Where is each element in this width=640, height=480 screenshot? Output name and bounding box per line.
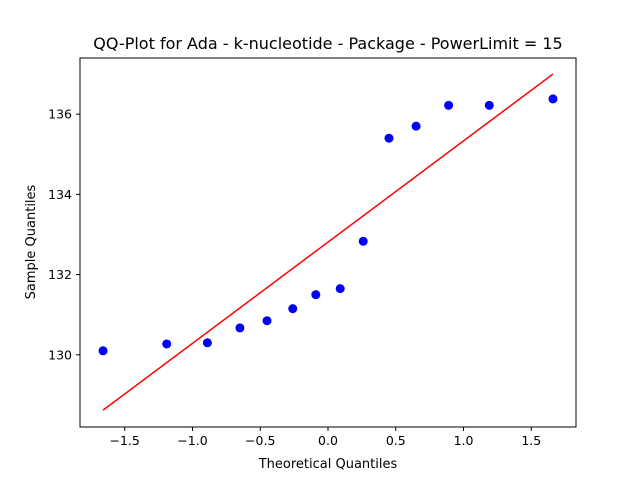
data-point (311, 290, 321, 300)
x-tick-label: 1.0 (454, 433, 474, 448)
x-tick-label: 1.5 (521, 433, 541, 448)
y-axis: 130 132 134 136 (48, 107, 80, 362)
data-point (162, 339, 172, 349)
plot-area (98, 73, 558, 411)
data-point (548, 94, 558, 104)
data-point (358, 236, 368, 246)
y-tick-label: 136 (48, 107, 72, 122)
x-axis: −1.5 −1.0 −0.5 0.0 0.5 1.0 1.5 (110, 427, 541, 448)
data-point (262, 316, 272, 326)
y-tick-label: 132 (48, 267, 72, 282)
data-point (484, 100, 494, 110)
reference-line (102, 73, 554, 411)
chart-title: QQ-Plot for Ada - k-nucleotide - Package… (93, 34, 562, 53)
data-point (444, 100, 454, 110)
y-axis-label: Sample Quantiles (24, 184, 39, 299)
x-tick-label: 0.5 (386, 433, 406, 448)
y-tick-label: 130 (48, 347, 72, 362)
data-point (98, 346, 108, 356)
x-tick-label: −1.5 (110, 433, 140, 448)
x-tick-label: −1.0 (177, 433, 207, 448)
data-point (288, 304, 298, 314)
y-tick-label: 134 (48, 187, 72, 202)
data-point (411, 121, 421, 131)
x-tick-label: 0.0 (318, 433, 338, 448)
data-point (202, 338, 212, 348)
x-tick-label: −0.5 (245, 433, 275, 448)
x-axis-label: Theoretical Quantiles (258, 457, 398, 472)
data-point (335, 284, 345, 294)
data-point (235, 323, 245, 333)
data-point (384, 133, 394, 143)
